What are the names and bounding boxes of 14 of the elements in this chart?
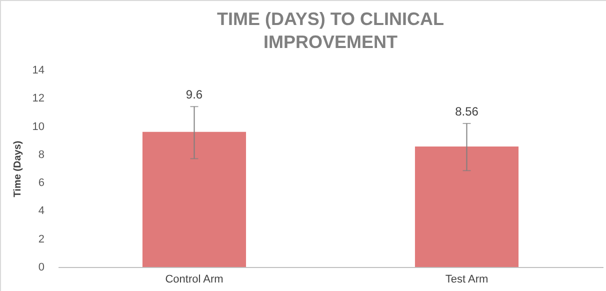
y-tick-label: 4 — [38, 205, 44, 218]
y-tick-label: 2 — [38, 233, 44, 246]
y-tick-label: 6 — [38, 177, 44, 190]
data-label: 8.56 — [455, 104, 479, 118]
x-tick-label: Control Arm — [165, 274, 224, 286]
y-tick-label: 8 — [38, 148, 44, 161]
data-label: 9.6 — [186, 88, 203, 102]
y-tick-label: 14 — [32, 64, 44, 76]
y-tick-label: 10 — [32, 120, 44, 133]
y-axis-title: Time (Days) — [12, 140, 24, 198]
chart-title: TIME (DAYS) TO CLINICAL IMPROVEMENT — [216, 9, 444, 52]
x-tick-label: Test Arm — [445, 274, 488, 286]
y-tick-label: 0 — [38, 262, 44, 274]
y-tick-label: 12 — [32, 92, 44, 105]
